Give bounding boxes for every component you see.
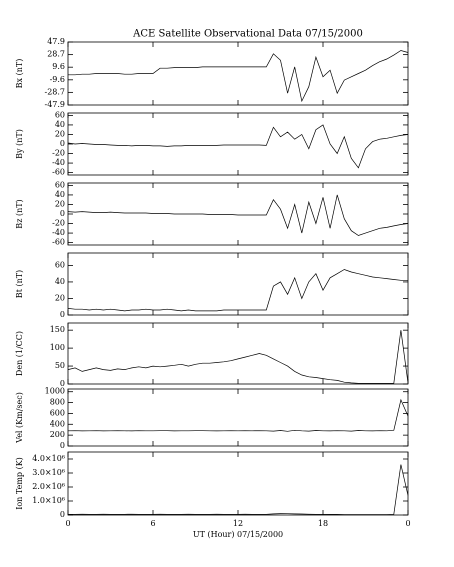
data-line [68, 50, 409, 103]
panel-frame [67, 182, 409, 246]
y-tick-label: 0 [60, 441, 65, 450]
y-tick-label: 40 [55, 120, 65, 129]
y-tick-label: -20 [52, 149, 65, 158]
y-axis-label: Bx (nT) [15, 59, 24, 89]
data-line [67, 398, 409, 432]
x-axis-label: UT (Hour) 07/15/2000 [193, 530, 283, 539]
y-tick-label: 0 [60, 139, 65, 148]
y-tick-label: -60 [52, 168, 65, 177]
y-tick-label: 28.7 [47, 50, 65, 59]
y-tick-label: 20 [55, 129, 65, 138]
y-axis-label: Ion Temp (K) [15, 457, 24, 510]
x-tick-label: 0 [65, 519, 70, 528]
chart-title: ACE Satellite Observational Data 07/15/2… [132, 29, 363, 40]
y-tick-label: -40 [52, 228, 65, 237]
data-line [67, 124, 409, 169]
y-tick-label: -40 [52, 158, 65, 167]
y-tick-label: 0 [60, 510, 65, 519]
y-tick-label: 150 [50, 325, 65, 334]
y-tick-label: 3.0×10⁶ [32, 468, 65, 477]
data-line [67, 194, 409, 236]
panel-frame [67, 451, 409, 516]
y-tick-label: 4.0×10⁶ [32, 454, 65, 463]
y-tick-label: 2.0×10⁶ [32, 482, 65, 491]
x-tick-label: 6 [150, 519, 155, 528]
y-tick-label: 400 [50, 419, 65, 428]
y-tick-label: 40 [55, 277, 65, 286]
y-axis-label: Bz (nT) [15, 199, 24, 228]
x-tick-label: 18 [318, 519, 328, 528]
data-line [67, 330, 409, 384]
y-tick-label: -47.9 [44, 100, 65, 109]
y-tick-label: 40 [55, 190, 65, 199]
y-tick-label: 200 [50, 430, 65, 439]
y-tick-label: 0 [60, 310, 65, 319]
y-tick-label: 60 [55, 180, 65, 189]
y-tick-label: 1000 [45, 387, 65, 396]
y-axis-label: Vel (Km/sec) [15, 392, 24, 444]
data-line [67, 269, 408, 312]
y-tick-label: -28.7 [44, 87, 65, 96]
y-tick-label: -20 [52, 219, 65, 228]
y-tick-label: -9.6 [50, 75, 65, 84]
y-tick-label: 47.9 [47, 37, 65, 46]
y-tick-label: 9.6 [52, 62, 65, 71]
y-tick-label: 0 [60, 209, 65, 218]
y-tick-label: 100 [50, 343, 65, 352]
x-tick-label: 12 [233, 519, 243, 528]
x-tick-label: 0 [405, 519, 410, 528]
y-tick-label: 20 [55, 293, 65, 302]
y-tick-label: 50 [55, 361, 65, 370]
panel-frame [67, 252, 409, 316]
y-tick-label: 20 [55, 199, 65, 208]
data-line [68, 464, 409, 515]
y-tick-label: 1.0×10⁶ [32, 496, 65, 505]
panel-frame [67, 322, 409, 385]
y-tick-label: 60 [55, 110, 65, 119]
y-axis-label: Den (1/CC) [15, 331, 24, 376]
y-tick-label: 0 [60, 379, 65, 388]
y-axis-label: Bt (nT) [15, 270, 24, 298]
y-tick-label: 800 [50, 398, 65, 407]
y-tick-label: 600 [50, 408, 65, 417]
panel-frame [67, 388, 409, 447]
y-axis-label: By (nT) [15, 129, 24, 159]
y-tick-label: 60 [55, 260, 65, 269]
y-tick-label: -60 [52, 238, 65, 247]
